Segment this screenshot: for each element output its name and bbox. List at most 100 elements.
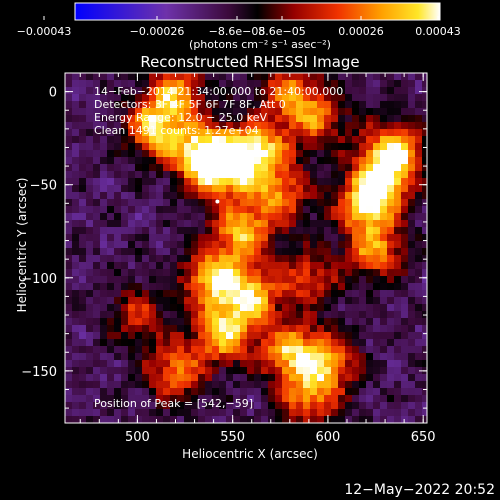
heatmap-cell bbox=[226, 234, 234, 242]
heatmap-cell bbox=[128, 73, 136, 81]
heatmap-cell bbox=[401, 108, 409, 116]
heatmap-cell bbox=[401, 227, 409, 235]
heatmap-cell bbox=[303, 339, 311, 347]
heatmap-cell bbox=[317, 339, 325, 347]
heatmap-cell bbox=[240, 269, 248, 277]
heatmap-cell bbox=[156, 87, 164, 95]
heatmap-cell bbox=[415, 297, 423, 305]
heatmap-cell bbox=[65, 136, 73, 144]
heatmap-cell bbox=[93, 402, 101, 410]
heatmap-cell bbox=[324, 318, 332, 326]
heatmap-cell bbox=[401, 283, 409, 291]
heatmap-cell bbox=[366, 220, 374, 228]
heatmap-cell bbox=[128, 80, 136, 88]
heatmap-cell bbox=[331, 381, 339, 389]
heatmap-cell bbox=[65, 290, 73, 298]
heatmap-cell bbox=[114, 234, 122, 242]
heatmap-cell bbox=[198, 409, 206, 417]
heatmap-cell bbox=[240, 367, 248, 375]
heatmap-cell bbox=[93, 143, 101, 151]
heatmap-cell bbox=[401, 115, 409, 123]
heatmap-cell bbox=[373, 122, 381, 130]
heatmap-cell bbox=[191, 185, 199, 193]
heatmap-cell bbox=[198, 220, 206, 228]
heatmap-cell bbox=[317, 255, 325, 263]
heatmap-cell bbox=[163, 150, 171, 158]
heatmap-cell bbox=[408, 136, 416, 144]
heatmap-cell bbox=[107, 262, 115, 270]
heatmap-cell bbox=[191, 213, 199, 221]
heatmap-cell bbox=[93, 101, 101, 109]
heatmap-cell bbox=[156, 318, 164, 326]
heatmap-cell bbox=[373, 94, 381, 102]
heatmap-cell bbox=[233, 374, 241, 382]
heatmap-cell bbox=[170, 353, 178, 361]
heatmap-cell bbox=[303, 164, 311, 172]
heatmap-cell bbox=[373, 220, 381, 228]
heatmap-cell bbox=[366, 262, 374, 270]
heatmap-cell bbox=[303, 367, 311, 375]
heatmap-cell bbox=[394, 283, 402, 291]
heatmap-cell bbox=[233, 80, 241, 88]
heatmap-cell bbox=[65, 388, 73, 396]
heatmap-cell bbox=[331, 143, 339, 151]
heatmap-cell bbox=[240, 346, 248, 354]
heatmap-cell bbox=[345, 304, 353, 312]
heatmap-cell bbox=[233, 115, 241, 123]
heatmap-cell bbox=[226, 339, 234, 347]
heatmap-cell bbox=[191, 346, 199, 354]
heatmap-cell bbox=[114, 402, 122, 410]
heatmap-cell bbox=[93, 199, 101, 207]
heatmap-cell bbox=[394, 388, 402, 396]
heatmap-cell bbox=[268, 388, 276, 396]
heatmap-cell bbox=[142, 157, 150, 165]
heatmap-cell bbox=[359, 269, 367, 277]
heatmap-cell bbox=[366, 185, 374, 193]
heatmap-cell bbox=[142, 143, 150, 151]
heatmap-cell bbox=[422, 248, 427, 256]
heatmap-cell bbox=[422, 87, 427, 95]
heatmap-cell bbox=[163, 164, 171, 172]
heatmap-cell bbox=[128, 136, 136, 144]
heatmap-cell bbox=[289, 269, 297, 277]
heatmap-cell bbox=[149, 164, 157, 172]
heatmap-cell bbox=[317, 346, 325, 354]
heatmap-cell bbox=[415, 318, 423, 326]
heatmap-cell bbox=[149, 213, 157, 221]
heatmap-cell bbox=[212, 367, 220, 375]
heatmap-cell bbox=[191, 367, 199, 375]
heatmap-cell bbox=[114, 395, 122, 403]
heatmap-cell bbox=[121, 213, 129, 221]
heatmap-cell bbox=[226, 346, 234, 354]
heatmap-cell bbox=[135, 311, 143, 319]
heatmap-cell bbox=[142, 311, 150, 319]
heatmap-cell bbox=[289, 87, 297, 95]
heatmap-cell bbox=[338, 416, 346, 423]
heatmap-cell bbox=[233, 381, 241, 389]
heatmap-cell bbox=[177, 276, 185, 284]
heatmap-cell bbox=[65, 248, 73, 256]
heatmap-cell bbox=[93, 164, 101, 172]
heatmap-cell bbox=[422, 388, 427, 396]
heatmap-cell bbox=[254, 227, 262, 235]
heatmap-cell bbox=[128, 374, 136, 382]
heatmap-cell bbox=[394, 353, 402, 361]
heatmap-cell bbox=[65, 206, 73, 214]
heatmap-cell bbox=[310, 164, 318, 172]
heatmap-cell bbox=[177, 409, 185, 417]
heatmap-cell bbox=[177, 171, 185, 179]
heatmap-cell bbox=[79, 304, 87, 312]
heatmap-cell bbox=[317, 206, 325, 214]
heatmap-cell bbox=[380, 178, 388, 186]
heatmap-cell bbox=[394, 269, 402, 277]
heatmap-cell bbox=[317, 171, 325, 179]
heatmap-cell bbox=[415, 248, 423, 256]
heatmap-cell bbox=[184, 367, 192, 375]
heatmap-cell bbox=[359, 213, 367, 221]
heatmap-cell bbox=[198, 325, 206, 333]
heatmap-cell bbox=[352, 150, 360, 158]
heatmap-cell bbox=[415, 101, 423, 109]
heatmap-cell bbox=[177, 339, 185, 347]
heatmap-cell bbox=[247, 80, 255, 88]
heatmap-cell bbox=[205, 255, 213, 263]
